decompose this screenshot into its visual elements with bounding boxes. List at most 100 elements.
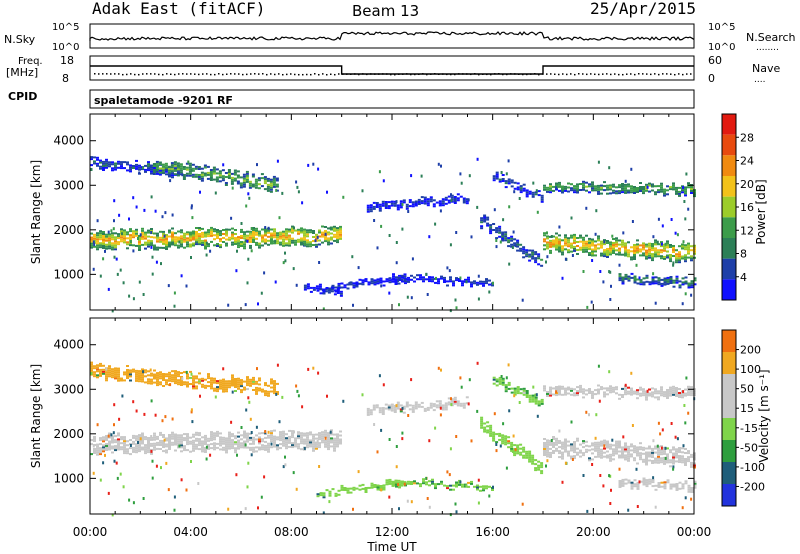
noise-cell	[230, 216, 233, 220]
velocity-colorbar-swatch	[722, 396, 736, 418]
data-cell	[537, 402, 541, 405]
data-cell	[648, 252, 651, 255]
data-cell	[410, 481, 413, 483]
noise-cell	[110, 433, 113, 437]
data-cell	[255, 229, 258, 232]
data-cell	[501, 174, 505, 176]
data-cell	[488, 283, 491, 286]
data-cell	[132, 434, 135, 437]
data-cell	[207, 243, 210, 246]
data-cell	[636, 485, 640, 488]
data-cell	[498, 231, 502, 234]
noise-cell	[652, 439, 655, 443]
data-cell	[273, 441, 276, 444]
data-cell	[276, 242, 279, 245]
noise-cell	[165, 461, 168, 465]
data-cell	[273, 384, 276, 387]
noise-cell	[588, 413, 590, 417]
data-cell	[479, 280, 482, 283]
data-cell	[687, 186, 690, 189]
data-cell	[204, 434, 207, 437]
data-cell	[352, 486, 356, 489]
noise-cell	[450, 403, 453, 407]
data-cell	[672, 186, 675, 189]
nave-point	[678, 73, 680, 75]
noise-cell	[115, 461, 118, 465]
data-cell	[627, 241, 630, 244]
data-cell	[129, 166, 132, 169]
data-cell	[573, 247, 576, 250]
noise-cell	[276, 159, 279, 163]
data-cell	[240, 385, 243, 388]
data-cell	[189, 233, 192, 236]
data-cell	[516, 239, 520, 242]
data-cell	[99, 161, 102, 164]
data-cell	[444, 402, 448, 405]
data-cell	[633, 483, 637, 486]
data-cell	[690, 282, 694, 285]
nave-point	[210, 73, 212, 76]
data-cell	[437, 483, 440, 486]
data-cell	[213, 446, 216, 449]
nave-point	[178, 73, 180, 75]
data-cell	[99, 437, 102, 440]
data-cell	[138, 448, 141, 451]
data-cell	[588, 457, 591, 460]
data-cell	[552, 387, 555, 390]
data-cell	[306, 241, 309, 244]
data-cell	[552, 450, 555, 452]
noise-cell	[205, 241, 208, 245]
noise-cell	[278, 420, 281, 424]
data-cell	[225, 242, 228, 245]
data-cell	[573, 187, 576, 190]
data-cell	[246, 230, 249, 233]
data-cell	[189, 370, 192, 373]
data-cell	[666, 242, 669, 245]
data-cell	[456, 199, 460, 202]
data-cell	[170, 168, 174, 171]
data-cell	[516, 450, 520, 453]
data-cell	[180, 376, 183, 378]
data-cell	[324, 439, 327, 442]
data-cell	[191, 173, 195, 176]
data-cell	[672, 458, 675, 461]
data-cell	[501, 379, 505, 382]
data-cell	[318, 235, 321, 238]
data-cell	[309, 441, 312, 444]
noise-cell	[230, 420, 233, 424]
data-cell	[669, 278, 673, 280]
data-cell	[398, 274, 401, 277]
power-ytick-label: 3000	[53, 178, 84, 192]
nave-point	[578, 73, 580, 75]
data-cell	[657, 451, 660, 454]
data-cell	[549, 251, 552, 254]
power-colorbar-swatch	[722, 258, 736, 280]
data-cell	[585, 393, 588, 396]
data-cell	[654, 445, 657, 448]
data-cell	[129, 369, 132, 372]
data-cell	[210, 228, 213, 231]
data-cell	[669, 254, 672, 256]
data-cell	[249, 384, 252, 387]
data-cell	[594, 254, 597, 257]
data-cell	[443, 281, 446, 283]
data-cell	[174, 236, 177, 239]
data-cell	[285, 232, 288, 235]
data-cell	[491, 489, 494, 491]
data-cell	[99, 368, 102, 371]
data-cell	[150, 438, 153, 441]
nave-point	[342, 73, 344, 75]
data-cell	[192, 381, 195, 384]
data-cell	[267, 434, 270, 437]
nave-point	[646, 73, 648, 75]
data-cell	[645, 394, 648, 397]
data-cell	[240, 237, 243, 239]
data-cell	[177, 440, 180, 443]
data-cell	[210, 234, 213, 237]
data-cell	[195, 433, 198, 436]
data-cell	[627, 189, 630, 192]
data-cell	[663, 192, 666, 195]
data-cell	[129, 168, 132, 171]
noise-cell	[128, 217, 130, 221]
